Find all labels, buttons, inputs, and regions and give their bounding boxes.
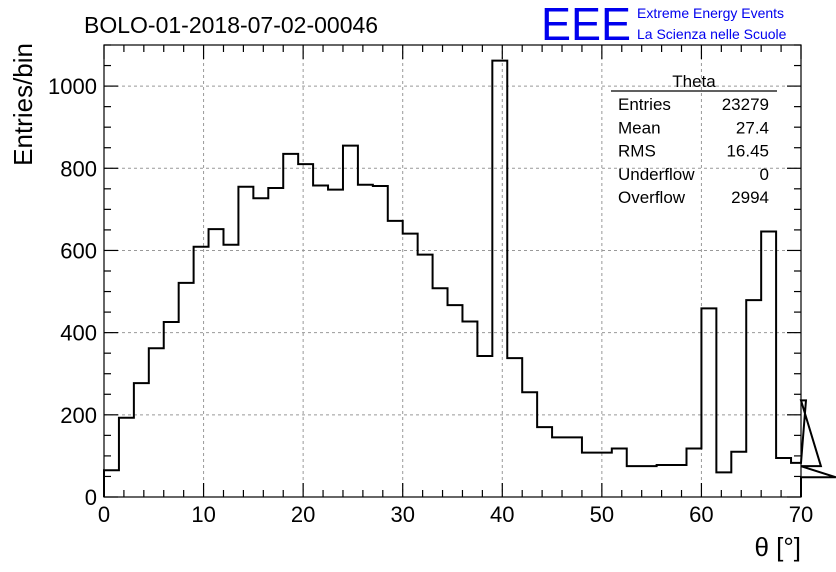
histogram-series [104,61,836,497]
histogram-line [104,61,836,497]
y-tick-label: 400 [60,321,97,346]
y-tick-label: 800 [60,156,97,181]
stats-name: Theta [672,72,716,91]
y-tick-label: 200 [60,403,97,428]
y-tick-label: 1000 [48,74,97,99]
logo-line-2: La Scienza nelle Scuole [637,26,787,42]
x-tick-label: 10 [191,502,215,527]
grid-lines [104,45,801,497]
stats-box: Theta Entries 23279 Mean 27.4 RMS 16.45 Underf… [611,72,777,207]
axis-tick-labels: 0 10 20 30 40 50 60 70 0 200 400 600 800 1000 [48,74,813,527]
stats-label-overflow: Overflow [618,188,686,207]
stats-value-rms: 16.45 [726,142,769,161]
stats-label-underflow: Underflow [618,165,695,184]
stats-value-underflow: 0 [760,165,769,184]
stats-value-mean: 27.4 [736,118,769,137]
x-axis-title: θ [°] [754,532,801,562]
y-axis-title: Entries/bin [8,43,38,166]
axis-ticks [104,45,801,497]
plot-frame [104,45,801,497]
stats-label-rms: RMS [618,142,656,161]
x-tick-label: 30 [390,502,414,527]
x-tick-label: 40 [490,502,514,527]
x-tick-label: 0 [98,502,110,527]
x-tick-label: 50 [590,502,614,527]
logo-line-1: Extreme Energy Events [637,5,784,21]
y-tick-label: 0 [85,485,97,510]
stats-label-mean: Mean [618,118,661,137]
y-tick-label: 600 [60,238,97,263]
stats-value-entries: 23279 [722,95,769,114]
eee-logo-letters: EEE [541,0,631,50]
stats-value-overflow: 2994 [731,188,769,207]
x-tick-label: 70 [789,502,813,527]
x-tick-label: 20 [291,502,315,527]
x-tick-label: 60 [689,502,713,527]
theta-histogram-chart: BOLO-01-2018-07-02-00046 EEE Extreme Ene… [0,0,836,572]
eee-logo: EEE Extreme Energy Events La Scienza nel… [541,0,787,50]
stats-label-entries: Entries [618,95,671,114]
chart-title: BOLO-01-2018-07-02-00046 [84,12,378,38]
